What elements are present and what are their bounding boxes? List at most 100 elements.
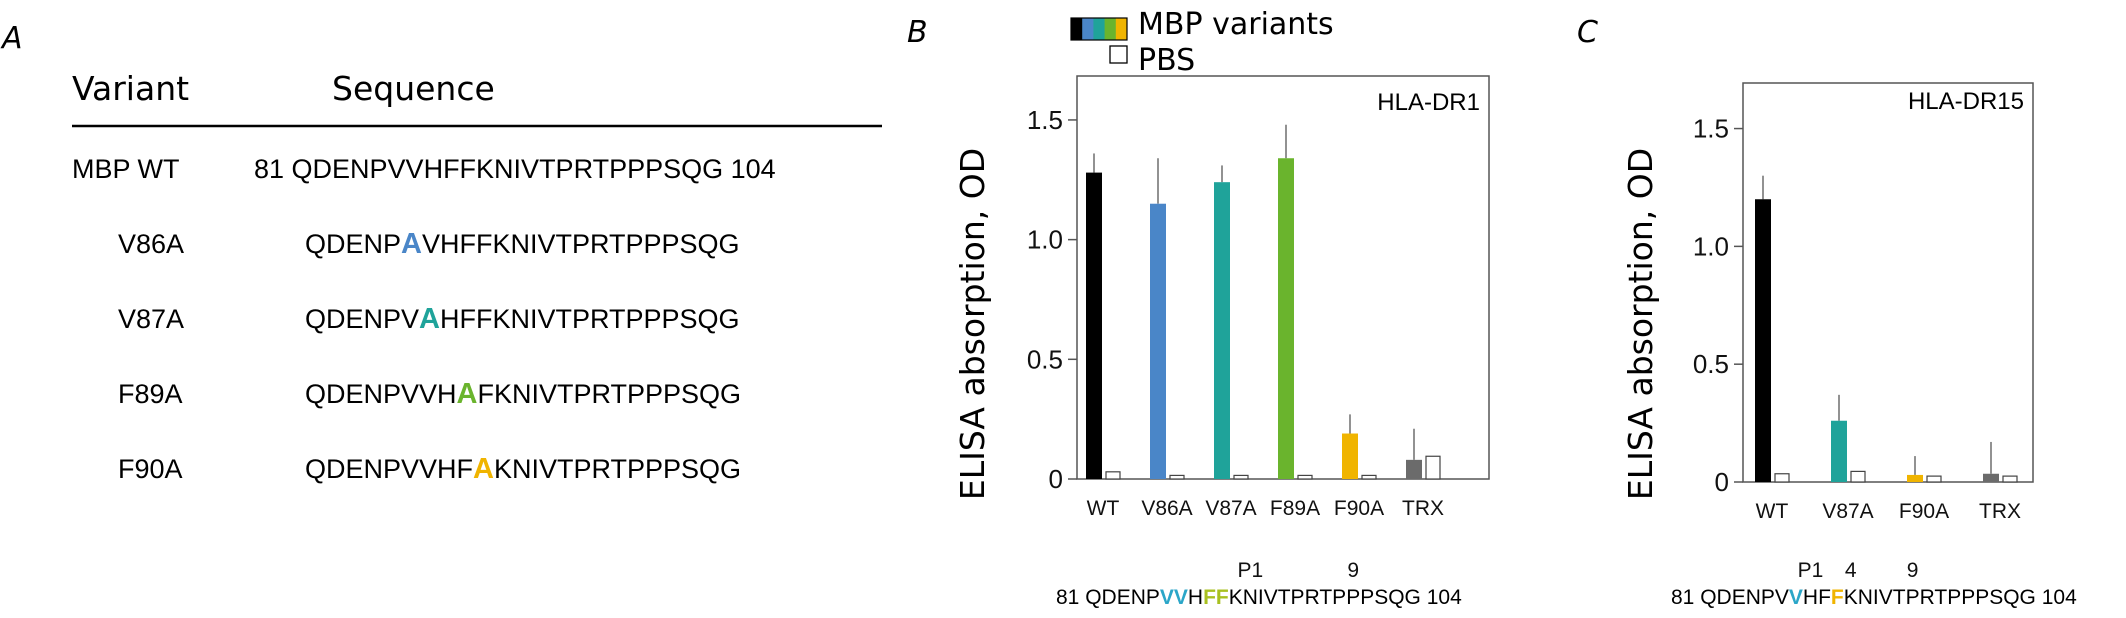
panel-c-sequence: 81 QDENPVVHFFKNIVTPRTPPPSQG 104 P1 4 9 [1671,559,2077,609]
bar-mbp-trx [1406,459,1422,479]
sequence-segment: KNIVTPRTPPPSQG 104 [1844,586,2077,609]
sequence-segment: F [1831,586,1844,609]
legend-color-band [1082,18,1094,40]
bar-mbp-f90a [1907,474,1923,482]
panel-c-marks: 0 0.5 1.0 1.5 WT V87A F90A TRX [1693,114,2021,523]
y-tick-label: 0 [1049,464,1063,494]
panel-b-chart: B ELISA absorption, OD HLA-DR1 0 0.5 1.0 1.… [907,15,1490,609]
variant-name: V86A [118,229,184,259]
x-tick-label: WT [1087,497,1120,520]
x-tick-label: TRX [1402,497,1444,520]
bar-mbp-f89a [1278,158,1294,480]
variant-name: MBP WT [72,154,180,184]
sequence-segment: HF [1803,586,1831,609]
legend: MBP variants PBS [1070,7,1334,78]
y-tick-label: 0 [1715,467,1729,497]
x-tick-label: V86A [1141,497,1192,520]
y-tick-label: 1.5 [1027,105,1063,135]
peptide-sequence: 81 QDENPVVHFFKNIVTPRTPPPSQG 104 [1671,586,2077,609]
sequence-segment: 81 QDENPVVHFFKNIVTPRTPPPSQG 104 [254,154,776,184]
x-tick-label: TRX [1979,500,2021,523]
variant-name: F90A [118,454,183,484]
variant-name: F89A [118,379,183,409]
mbp-variants-swatch [1070,17,1128,41]
substituted-residue: A [473,453,494,485]
legend-mbp-label: MBP variants [1138,7,1334,42]
sequence-segment: H [1188,586,1203,609]
bar-pbs-f90a [1926,475,1942,483]
sequence-segment: QDENPVVHF [305,454,473,484]
variant-sequence: 81 QDENPVVHFFKNIVTPRTPPPSQG 104 [254,154,776,184]
sequence-position-marker: 9 [1907,559,1919,582]
bar-mbp-trx [1983,473,1999,482]
variant-table-rows: MBP WT 81 QDENPVVHFFKNIVTPRTPPPSQG 104 V86… [72,154,776,485]
bar-pbs-trx [2002,475,2018,483]
sequence-position-marker: P1 [1237,559,1263,582]
y-tick-label: 1.5 [1693,114,1729,144]
bar-pbs-v87a [1850,470,1866,483]
sequence-segment: 81 QDENP [1056,586,1160,609]
x-tick-label: V87A [1205,497,1256,520]
sequence-position-marker: P1 [1798,559,1824,582]
x-tick-label: WT [1756,500,1789,523]
bar-mbp-v87a [1831,420,1847,482]
bar-pbs-v87a [1233,474,1249,480]
sequence-segment: QDENPVVH [305,379,457,409]
variant-sequence: QDENPVVHFAKNIVTPRTPPPSQG [305,453,741,485]
sequence-segment: HFFKNIVTPRTPPPSQG [440,304,740,334]
panel-a: A Variant Sequence MBP WT 81 QDENPVVHFFKN… [0,21,882,485]
legend-pbs-label: PBS [1138,43,1195,78]
bar-pbs-wt [1105,471,1121,480]
sequence-segment: FKNIVTPRTPPPSQG [478,379,742,409]
x-tick-label: F90A [1899,500,1949,523]
legend-color-band [1104,18,1117,40]
bar-pbs-wt [1774,473,1790,483]
sequence-segment: VHFFKNIVTPRTPPPSQG [422,229,740,259]
bar-mbp-f90a [1342,433,1358,479]
sequence-column-header: Sequence [332,69,495,108]
x-tick-label: V87A [1822,500,1873,523]
bar-mbp-v86a [1150,203,1166,479]
bar-pbs-trx [1425,455,1441,480]
variant-sequence: QDENPVVHAFKNIVTPRTPPPSQG [305,378,741,410]
panel-b-title: HLA-DR1 [1377,89,1480,116]
sequence-segment: 81 QDENPV [1671,586,1789,609]
legend-color-band [1115,18,1128,40]
variant-column-header: Variant [72,69,189,108]
x-tick-label: F89A [1270,497,1320,520]
panel-b-y-axis-label: ELISA absorption, OD [953,148,992,500]
y-tick-label: 0.5 [1693,349,1729,379]
panel-b-letter: B [907,15,928,50]
peptide-sequence: 81 QDENPVVHFFKNIVTPRTPPPSQG 104 [1056,586,1462,609]
bar-mbp-wt [1086,172,1102,479]
pbs-swatch [1109,45,1128,64]
variant-name: V87A [118,304,184,334]
bar-mbp-wt [1755,199,1771,482]
variant-sequence: QDENPAVHFFKNIVTPRTPPPSQG [305,228,740,260]
sequence-segment: V [1789,586,1803,609]
panel-b-marks: 0 0.5 1.0 1.5 WT V86A V87A F89A F90A TRX [1027,105,1444,520]
panel-a-letter: A [0,21,23,56]
sequence-segment: VV [1160,586,1188,609]
y-tick-label: 1.0 [1027,225,1063,255]
y-tick-label: 1.0 [1693,231,1729,261]
sequence-segment: KNIVTPRTPPPSQG 104 [1229,586,1462,609]
sequence-position-marker: 9 [1347,559,1359,582]
panel-c-title: HLA-DR15 [1908,88,2024,115]
panel-c-chart: C ELISA absorption, OD HLA-DR15 0 0.5 1.0 1… [1577,15,2077,609]
substituted-residue: A [419,303,440,335]
bar-mbp-v87a [1214,182,1230,480]
substituted-residue: A [401,228,422,260]
sequence-position-marker: 4 [1845,559,1857,582]
bar-pbs-f90a [1361,474,1377,480]
panel-c-letter: C [1577,15,1598,50]
x-tick-label: F90A [1334,497,1384,520]
legend-color-band [1093,18,1106,40]
y-tick-label: 0.5 [1027,344,1063,374]
panel-c-plot-frame [1742,82,2034,483]
panel-c-y-axis-label: ELISA absorption, OD [1621,148,1660,500]
variant-sequence: QDENPVAHFFKNIVTPRTPPPSQG [305,303,740,335]
substituted-residue: A [457,378,478,410]
sequence-segment: FF [1203,586,1229,609]
sequence-segment: KNIVTPRTPPPSQG [494,454,741,484]
